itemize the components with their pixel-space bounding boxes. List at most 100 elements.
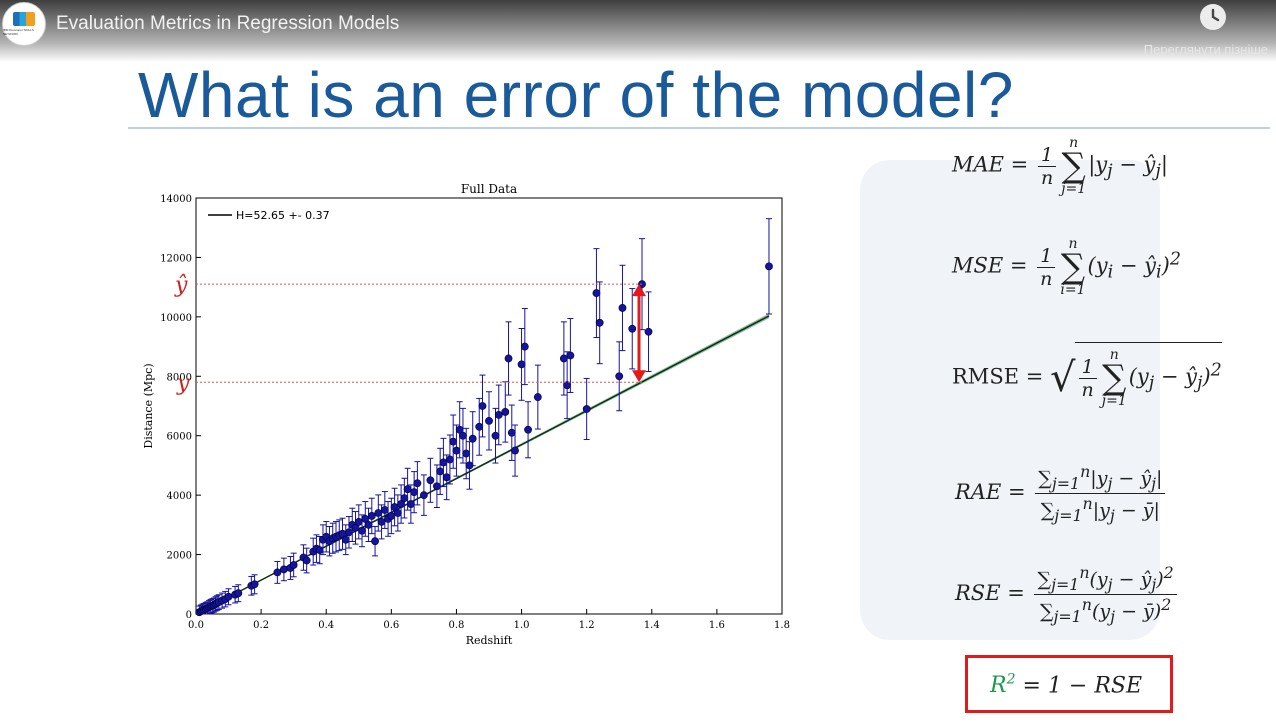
y-tick-label: 6000 (167, 432, 192, 443)
data-point (618, 304, 627, 312)
data-point (289, 561, 298, 569)
formula-rae-label: RAE (955, 480, 1002, 505)
data-point (374, 509, 383, 517)
data-point (504, 354, 513, 363)
data-point (459, 431, 467, 440)
data-point (452, 446, 461, 455)
data-point (364, 520, 373, 529)
formula-mae: MAE = 1 n n ∑ j=1 |yj − ŷj| (952, 135, 1168, 197)
x-tick-label: 1.8 (774, 620, 790, 631)
data-point (419, 491, 428, 500)
data-point (273, 568, 282, 577)
formula-rse: RSE = ∑j=1n(yj − ŷj)2 ∑j=1n(yj − ȳ)2 (955, 563, 1180, 626)
data-point (400, 494, 409, 503)
data-point (371, 537, 379, 546)
x-axis-label: Redshift (466, 634, 513, 647)
formula-r2-label: R (990, 673, 1007, 699)
regression-chart: Full Data Redshift Distance (Mpc) 0.0 0.2 0.4… (142, 182, 790, 647)
formula-mse-label: MSE (952, 253, 1004, 278)
channel-logo[interactable]: IBM Developer SKILLS NETWORK (2, 2, 46, 46)
x-tick-label: 1.2 (579, 620, 595, 631)
data-point (638, 280, 646, 289)
data-point (615, 372, 624, 381)
data-point (595, 318, 604, 327)
data-point (559, 354, 568, 363)
x-tick-label: 0.4 (318, 620, 334, 631)
data-point (341, 535, 350, 544)
data-point (279, 565, 288, 574)
formula-rmse: RMSE = √ 1 n n ∑ j=1 (yj − ŷj)2 (952, 342, 1222, 409)
data-point (449, 437, 458, 446)
y-hat-label: ŷ (174, 273, 188, 298)
data-point (468, 434, 477, 443)
data-point (393, 509, 402, 517)
background-decoration (860, 160, 1160, 640)
sigma-icon: n ∑ i=1 (1060, 236, 1086, 298)
data-point (358, 526, 366, 535)
formula-rmse-label: RMSE (952, 364, 1020, 389)
data-point (403, 485, 412, 494)
rae-fraction: ∑j=1n|yj − ŷj| ∑j=1n|yj − ȳ| (1035, 462, 1166, 525)
data-point (524, 425, 532, 434)
data-point (439, 458, 448, 467)
data-point (387, 512, 396, 520)
logo-text: IBM Developer SKILLS NETWORK (3, 28, 34, 36)
data-point (566, 351, 575, 360)
data-point (406, 500, 415, 508)
data-point (380, 506, 389, 514)
clock-icon (1200, 4, 1226, 30)
y-tick-label: 2000 (167, 551, 192, 562)
data-point (234, 589, 243, 598)
data-point (345, 528, 353, 537)
data-point (644, 327, 653, 336)
data-point (592, 289, 601, 297)
video-top-bar (0, 0, 1276, 62)
x-tick-label: 0.2 (253, 620, 269, 631)
formula-rse-label: RSE (955, 581, 1001, 606)
sqrt-icon: √ (1049, 355, 1076, 401)
x-tick-label: 1.0 (514, 620, 530, 631)
data-point (315, 546, 324, 555)
slide-title: What is an error of the model? (138, 59, 1014, 131)
data-point (485, 416, 493, 425)
video-title[interactable]: Evaluation Metrics in Regression Models (56, 13, 400, 34)
data-point (436, 467, 445, 476)
x-tick-label: 0.6 (383, 620, 399, 631)
data-point (413, 479, 422, 488)
data-point (475, 422, 484, 431)
formula-mae-label: MAE (952, 152, 1004, 177)
data-point (494, 411, 503, 419)
data-point (520, 342, 529, 351)
formula-r2: R2 = 1 − RSE (990, 672, 1143, 699)
ibm-skills-network-icon (13, 12, 35, 26)
sigma-icon: n ∑ j=1 (1061, 135, 1087, 197)
y-tick-label: 8000 (167, 372, 192, 383)
data-point (462, 449, 471, 458)
data-point (377, 517, 386, 526)
y-tick-label: 10000 (160, 313, 192, 324)
data-point (446, 455, 454, 464)
error-arrow-head-down (632, 370, 647, 383)
data-point (367, 512, 376, 520)
x-tick-label: 0.8 (448, 620, 464, 631)
y-tick-label: 14000 (160, 194, 192, 205)
data-point (765, 262, 773, 271)
r2-highlight-box: R2 = 1 − RSE (965, 655, 1173, 713)
error-arrow-head-up (632, 284, 647, 297)
y-tick-label: 0 (186, 610, 192, 621)
y-tick-label: 4000 (167, 491, 192, 502)
data-point (628, 324, 637, 333)
title-divider (128, 127, 1270, 129)
data-point (501, 408, 510, 416)
y-tick-label: 12000 (160, 253, 192, 264)
data-point (426, 476, 435, 485)
watch-later-label: Переглянути пізніше (1143, 42, 1268, 57)
legend-entry: H=52.65 +- 0.37 (236, 209, 330, 222)
x-tick-label: 1.6 (709, 620, 725, 631)
formula-mse: MSE = 1 n n ∑ i=1 (yi − ŷi)2 (952, 236, 1181, 298)
data-point (250, 580, 259, 589)
data-point (354, 517, 363, 526)
data-point (511, 446, 519, 455)
